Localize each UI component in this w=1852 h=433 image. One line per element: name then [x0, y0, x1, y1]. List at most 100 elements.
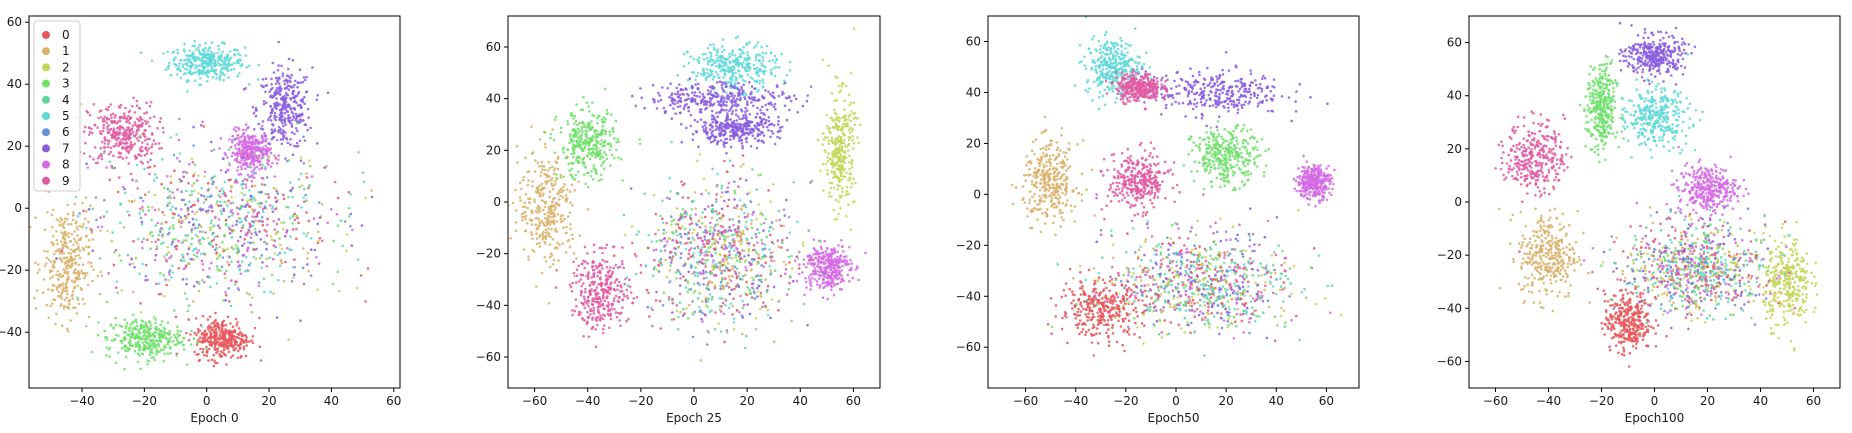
data-point — [236, 52, 240, 56]
data-point — [168, 227, 171, 230]
data-point — [223, 42, 226, 46]
points-1 — [508, 27, 867, 362]
data-point — [316, 94, 320, 97]
data-point — [683, 52, 686, 56]
data-point — [262, 102, 266, 106]
data-point — [218, 76, 221, 79]
data-point — [761, 105, 764, 109]
data-point — [773, 142, 777, 146]
data-point — [581, 120, 585, 124]
data-point — [602, 144, 606, 147]
data-point — [252, 152, 255, 156]
data-point — [725, 137, 729, 141]
data-point — [182, 175, 185, 179]
data-point — [236, 239, 240, 243]
data-point — [594, 136, 597, 139]
data-point — [192, 125, 195, 129]
data-point — [119, 259, 123, 263]
data-point — [134, 179, 138, 183]
data-point — [675, 86, 679, 90]
data-point — [155, 349, 159, 353]
data-point — [139, 160, 143, 164]
data-point — [102, 152, 106, 155]
x-tick-label: 0 — [203, 394, 211, 408]
data-point — [539, 171, 543, 174]
data-point — [746, 102, 749, 106]
data-point — [566, 148, 570, 152]
data-point — [228, 255, 231, 259]
data-point — [169, 351, 172, 355]
data-point — [228, 162, 231, 165]
data-point — [755, 146, 759, 150]
data-point — [554, 160, 557, 163]
data-point — [205, 69, 209, 72]
data-point — [212, 148, 216, 151]
data-point — [265, 137, 268, 141]
data-point — [141, 262, 144, 266]
data-point — [543, 212, 547, 216]
data-point — [167, 338, 171, 341]
data-point — [49, 304, 52, 308]
data-point — [215, 243, 218, 246]
data-point — [67, 235, 70, 239]
data-point — [67, 299, 70, 303]
data-point — [285, 205, 288, 209]
data-point — [192, 258, 195, 262]
data-point — [193, 44, 196, 48]
data-point — [729, 134, 732, 138]
data-point — [729, 107, 733, 111]
data-point — [302, 196, 306, 199]
data-point — [179, 216, 183, 219]
data-point — [742, 114, 745, 117]
data-point — [146, 341, 149, 345]
data-point — [712, 117, 716, 121]
data-point — [241, 134, 244, 138]
data-point — [518, 181, 522, 185]
data-point — [62, 244, 65, 248]
data-point — [91, 249, 94, 252]
data-point — [118, 125, 122, 128]
data-point — [533, 200, 536, 204]
data-point — [721, 61, 725, 64]
data-point — [775, 57, 778, 61]
data-point — [122, 226, 126, 229]
data-point — [244, 186, 248, 189]
data-point — [124, 330, 127, 334]
data-point — [590, 276, 593, 279]
data-point — [233, 348, 236, 352]
data-point — [57, 294, 60, 298]
data-point — [259, 238, 263, 241]
data-point — [287, 248, 291, 251]
data-point — [552, 222, 556, 226]
data-point — [761, 56, 765, 59]
data-point — [87, 261, 90, 264]
data-point — [695, 130, 699, 134]
data-point — [136, 237, 140, 241]
data-point — [143, 153, 147, 157]
data-point — [182, 239, 186, 242]
data-point — [237, 265, 240, 268]
data-point — [74, 195, 78, 199]
data-point — [720, 50, 724, 54]
data-point — [599, 149, 602, 152]
data-point — [777, 66, 781, 69]
data-point — [616, 137, 620, 141]
data-point — [177, 239, 180, 243]
data-point — [153, 258, 157, 262]
data-point — [600, 118, 604, 121]
data-point — [208, 340, 212, 344]
data-point — [35, 289, 39, 292]
data-point — [711, 78, 715, 81]
data-point — [217, 61, 220, 65]
data-point — [55, 273, 58, 277]
data-point — [535, 242, 539, 246]
data-point — [221, 321, 224, 325]
data-point — [221, 240, 224, 244]
data-point — [119, 202, 122, 205]
data-point — [203, 336, 207, 340]
data-point — [301, 266, 305, 270]
data-point — [752, 98, 756, 102]
data-point — [271, 205, 275, 208]
data-point — [149, 324, 153, 327]
